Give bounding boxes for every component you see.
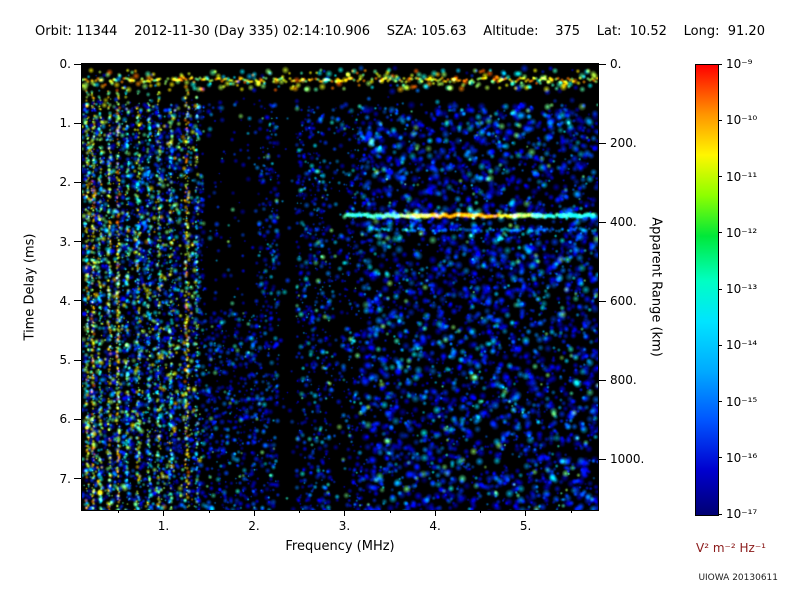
- range-tick-label: 800.: [610, 373, 637, 388]
- y-tick-label: 2.: [59, 175, 71, 190]
- credit-text: UIOWA 20130611: [698, 573, 778, 583]
- spectrogram-plot-area: [81, 63, 599, 511]
- y-tick: [74, 63, 81, 65]
- colorbar-tick-label: 10⁻¹³: [726, 282, 758, 296]
- range-tick-label: 200.: [610, 136, 637, 151]
- header-long: Long: 91.20: [683, 24, 765, 39]
- header-orbit: Orbit: 11344: [35, 24, 118, 39]
- x-tick: [162, 510, 164, 516]
- colorbar-tick: [718, 401, 722, 402]
- x-tick: [434, 510, 436, 516]
- colorbar-tick-label: 10⁻¹⁰: [726, 113, 758, 128]
- x-tick-label: 1.: [157, 519, 170, 533]
- colorbar-tick-label: 10⁻¹¹: [726, 169, 758, 184]
- spectrogram-canvas: [82, 64, 598, 510]
- range-tick: [599, 458, 606, 460]
- header-datetime: 2012-11-30 (Day 335) 02:14:10.906: [134, 24, 371, 39]
- y-tick: [74, 418, 81, 420]
- header-lat: Lat: 10.52: [596, 24, 667, 39]
- header-altitude-value: 375: [555, 24, 581, 39]
- x-tick-label: 2.: [248, 519, 260, 533]
- x-minor-tick: [299, 510, 301, 513]
- x-minor-tick: [118, 510, 120, 513]
- range-tick: [599, 142, 606, 144]
- header-bar: Orbit: 11344 2012-11-30 (Day 335) 02:14:…: [35, 24, 765, 39]
- colorbar-tick-label: 10⁻¹⁴: [726, 338, 758, 353]
- x-tick: [344, 510, 346, 516]
- x-tick-label: 5.: [519, 519, 532, 533]
- x-tick-label: 4.: [429, 519, 441, 533]
- colorbar-tick: [718, 176, 722, 177]
- colorbar-tick-label: 10⁻¹⁵: [726, 394, 758, 409]
- colorbar-tick: [718, 457, 722, 459]
- range-tick-label: 400.: [610, 215, 637, 230]
- y-tick: [74, 359, 81, 361]
- colorbar-tick-label: 10⁻⁹: [726, 57, 753, 71]
- frequency-axis-label: Frequency (MHz): [285, 539, 395, 554]
- y-tick: [74, 300, 81, 302]
- colorbar-tick: [718, 513, 722, 515]
- y-tick-label: 5.: [59, 353, 71, 368]
- x-minor-tick: [570, 510, 572, 513]
- colorbar-tick-label: 10⁻¹²: [726, 225, 758, 240]
- x-minor-tick: [480, 510, 482, 513]
- y-tick: [74, 241, 81, 243]
- apparent-range-axis-label: Apparent Range (km): [648, 217, 664, 357]
- y-tick-label: 6.: [59, 412, 71, 427]
- header-sza: SZA: 105.63: [386, 24, 467, 39]
- colorbar-tick-label: 10⁻¹⁷: [726, 507, 758, 521]
- x-tick: [525, 510, 527, 516]
- y-tick-label: 1.: [59, 116, 71, 131]
- x-tick: [253, 510, 255, 516]
- y-tick-label: 3.: [59, 234, 71, 249]
- y-tick: [74, 478, 81, 480]
- range-tick: [599, 221, 606, 223]
- colorbar: [695, 64, 719, 516]
- y-tick-label: 7.: [59, 471, 71, 486]
- range-tick-label: 0.: [610, 57, 622, 71]
- colorbar-tick: [718, 119, 722, 121]
- colorbar-tick: [718, 344, 722, 346]
- x-minor-tick: [208, 510, 210, 513]
- x-tick-label: 3.: [338, 519, 351, 533]
- y-tick: [74, 181, 81, 183]
- header-altitude-label: Altitude:: [483, 24, 539, 39]
- y-tick-label: 4.: [59, 293, 71, 308]
- colorbar-tick: [718, 288, 722, 290]
- x-minor-tick: [389, 510, 391, 513]
- y-tick-label: 0.: [59, 57, 71, 71]
- colorbar-tick: [718, 63, 722, 65]
- range-tick-label: 600.: [610, 294, 637, 309]
- y-tick: [74, 122, 81, 124]
- range-tick: [599, 63, 606, 65]
- range-tick-label: 1000.: [610, 452, 645, 467]
- range-tick: [599, 300, 606, 302]
- colorbar-tick: [718, 232, 722, 234]
- colorbar-tick-label: 10⁻¹⁶: [726, 450, 758, 465]
- time-delay-axis-label: Time Delay (ms): [22, 233, 38, 341]
- colorbar-unit-label: V² m⁻² Hz⁻¹: [696, 541, 766, 555]
- range-tick: [599, 379, 606, 381]
